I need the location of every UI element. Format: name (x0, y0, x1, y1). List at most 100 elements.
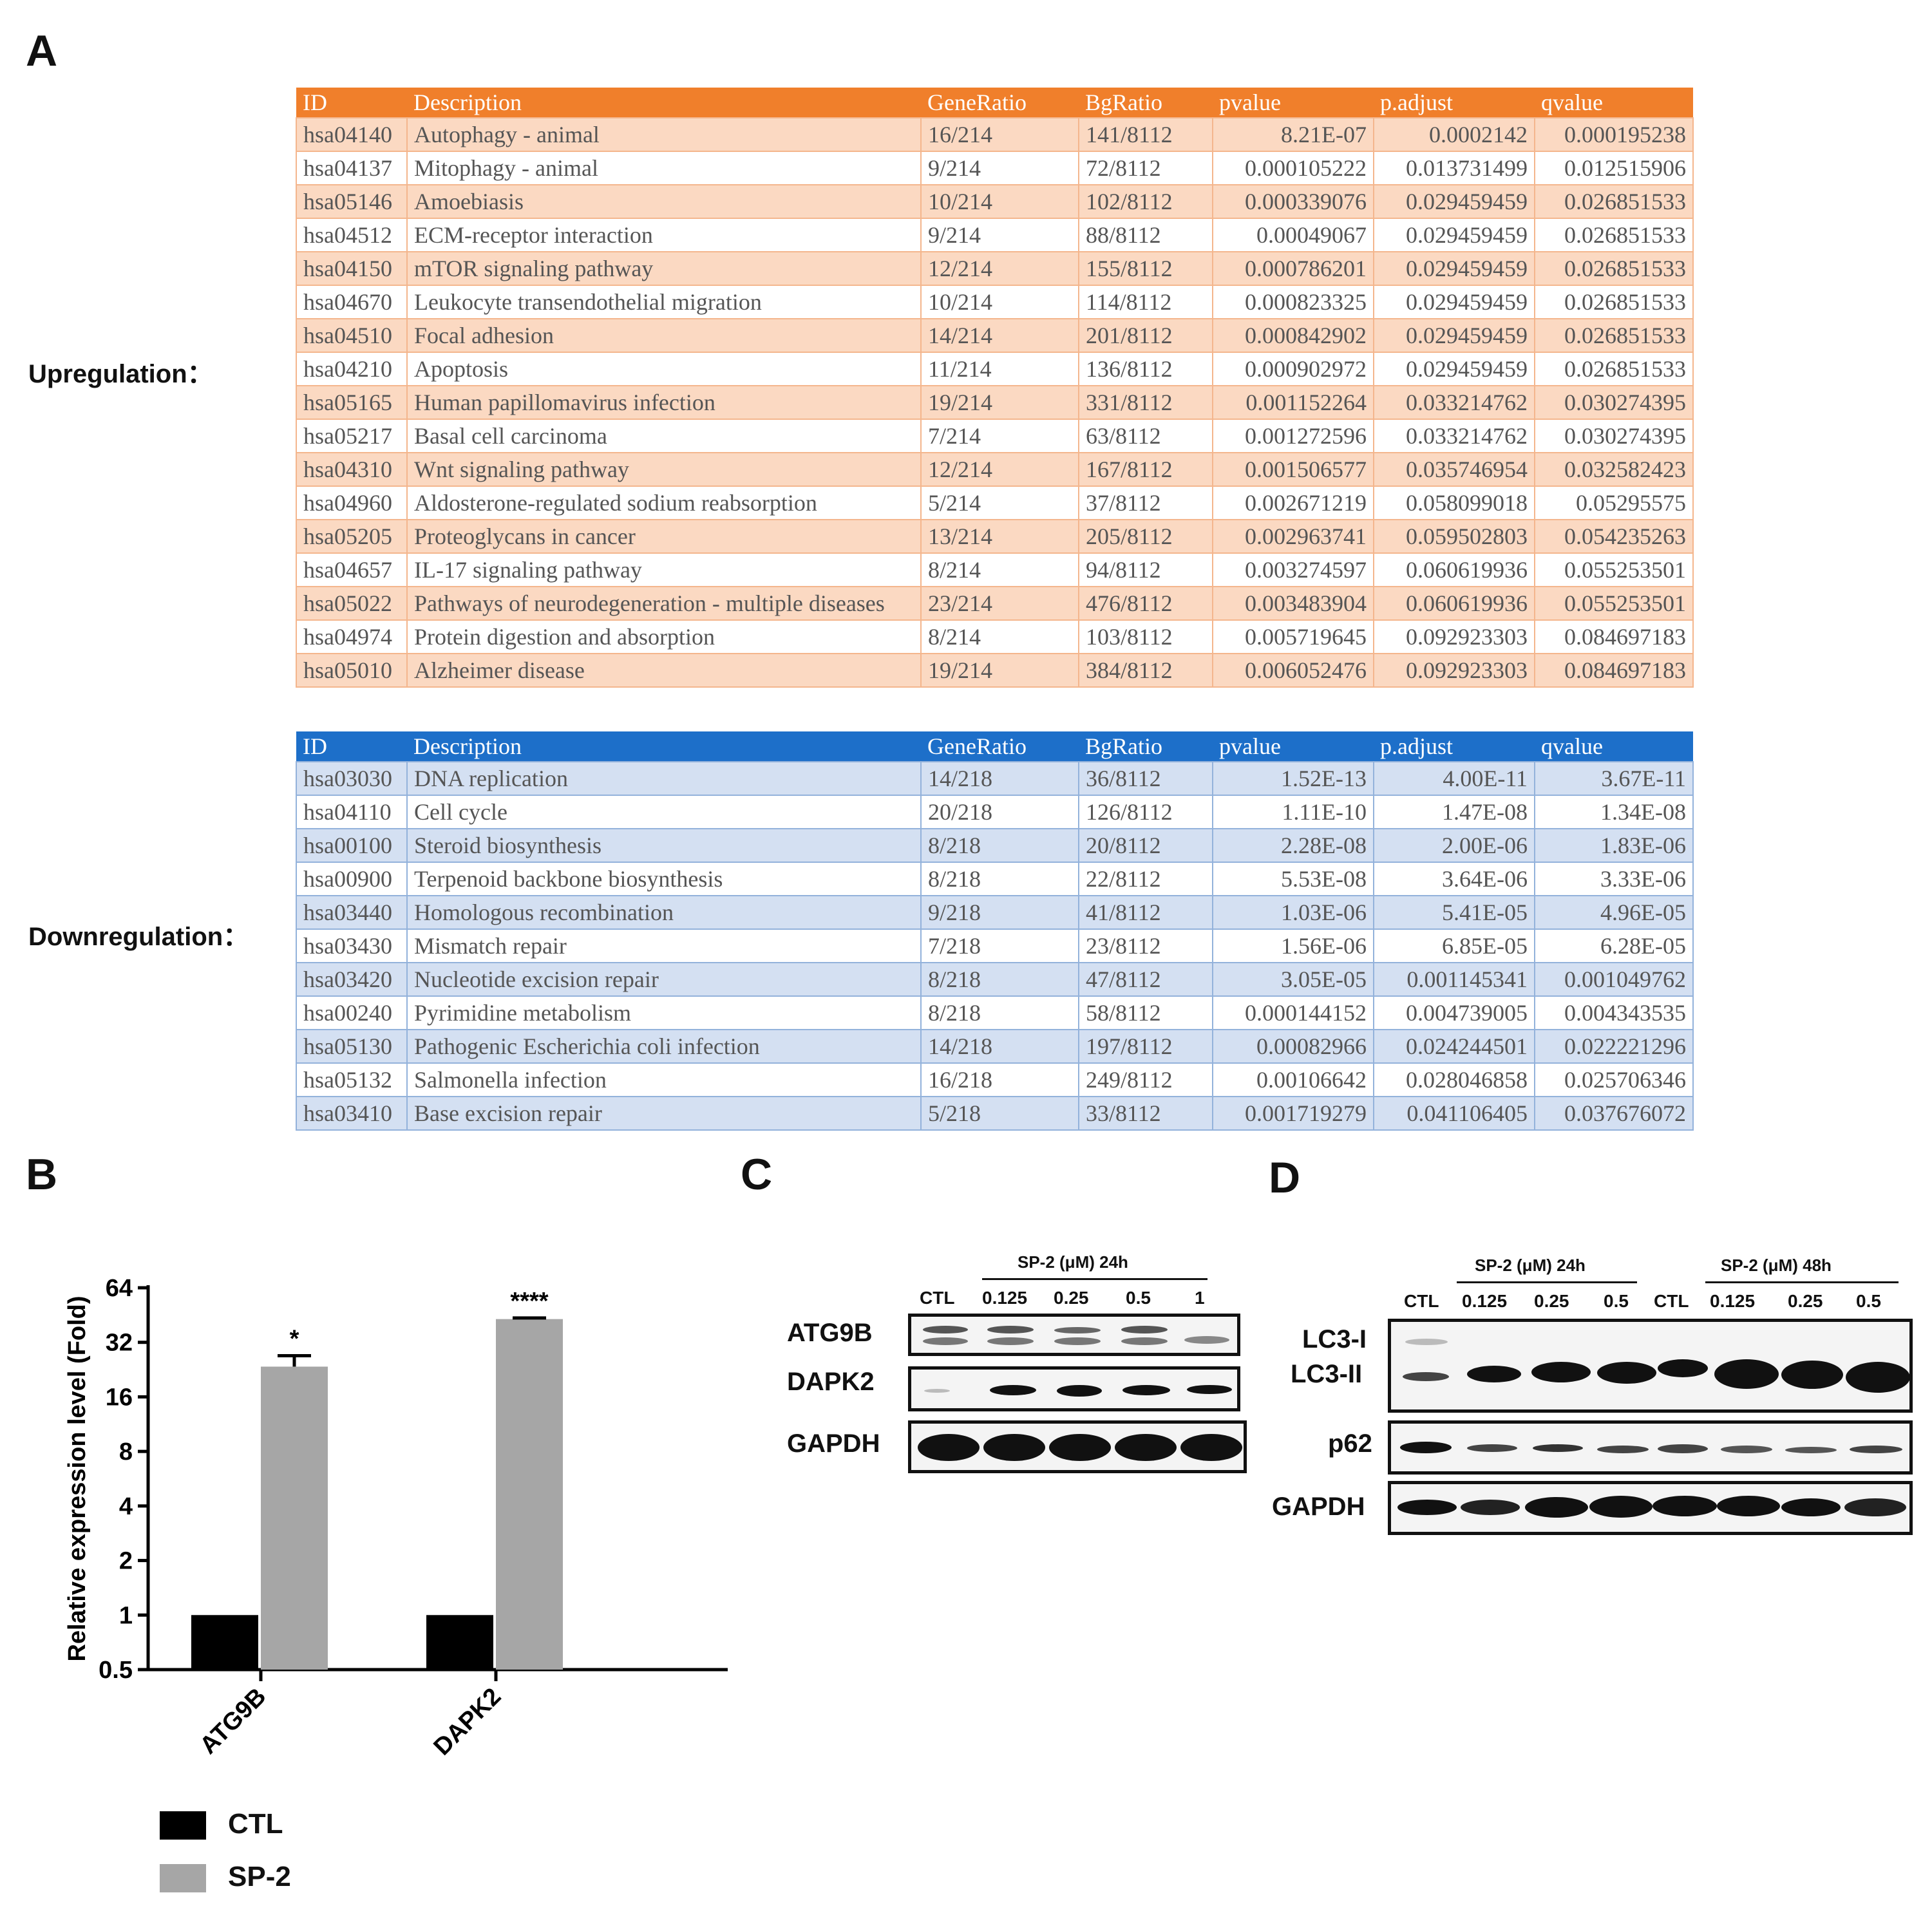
cell-id: hsa03420 (296, 962, 408, 997)
cell-description: Base excision repair (406, 1096, 922, 1131)
cell-pvalue: 3.05E-05 (1212, 962, 1374, 997)
cell-id: hsa03430 (296, 928, 408, 963)
cell-pvalue: 2.28E-08 (1212, 828, 1374, 863)
band (1658, 1359, 1708, 1377)
cell-description: Terpenoid backbone biosynthesis (406, 862, 922, 896)
cell-pvalue: 1.11E-10 (1212, 795, 1374, 829)
table-row: hsa04150 mTOR signaling pathway 12/214 155/… (296, 251, 1694, 286)
cell-id: hsa00240 (296, 995, 408, 1030)
table-row: hsa03410 Base excision repair 5/218 33/8112… (296, 1096, 1694, 1131)
cell-bg-ratio: 20/8112 (1078, 828, 1213, 863)
cell-gene-ratio: 16/218 (920, 1062, 1079, 1097)
downregulation-table: ID Description GeneRatio BgRatio pvalue p.adj… (296, 731, 1694, 1131)
cell-bg-ratio: 126/8112 (1078, 795, 1213, 829)
cell-id: hsa04140 (296, 117, 408, 152)
table-row: hsa04960 Aldosterone-regulated sodium rea… (296, 485, 1694, 520)
table-row: hsa04210 Apoptosis 11/214 136/8112 0.0009029… (296, 352, 1694, 386)
y-tick-label: 0.5 (99, 1657, 133, 1684)
band (1121, 1326, 1168, 1333)
table-row: hsa05010 Alzheimer disease 19/214 384/8112 0… (296, 653, 1694, 688)
cell-description: Homologous recombination (406, 895, 922, 930)
cell-id: hsa03030 (296, 761, 408, 796)
cell-id: hsa05146 (296, 184, 408, 219)
cell-gene-ratio: 8/218 (920, 995, 1079, 1030)
cell-bg-ratio: 41/8112 (1078, 895, 1213, 930)
blot-c-condition: SP-2 (μM) 24h (1018, 1252, 1128, 1272)
panel-label-d: D (1269, 1153, 1301, 1202)
blot-d-protein-gapdh: GAPDH (1272, 1493, 1365, 1521)
table-row: hsa03430 Mismatch repair 7/218 23/8112 1.56E… (296, 928, 1694, 963)
cell-bg-ratio: 331/8112 (1078, 385, 1213, 420)
cell-p-adjust: 0.029459459 (1373, 218, 1535, 252)
cell-p-adjust: 0.033214762 (1373, 385, 1535, 420)
band (1397, 1500, 1457, 1515)
cell-gene-ratio: 20/218 (920, 795, 1079, 829)
cell-bg-ratio: 384/8112 (1078, 653, 1213, 688)
cell-p-adjust: 0.029459459 (1373, 184, 1535, 219)
panel-label-b: B (26, 1150, 58, 1199)
cell-qvalue: 0.037676072 (1534, 1096, 1694, 1131)
cell-bg-ratio: 197/8112 (1078, 1029, 1213, 1064)
cell-gene-ratio: 7/214 (920, 419, 1079, 453)
cell-bg-ratio: 47/8112 (1078, 962, 1213, 997)
blot-c-gapdh-membrane (908, 1420, 1247, 1473)
header-qvalue: qvalue (1535, 88, 1693, 118)
cell-qvalue: 0.026851533 (1534, 285, 1694, 319)
cell-id: hsa04210 (296, 352, 408, 386)
band (1405, 1339, 1448, 1345)
cell-pvalue: 0.000823325 (1212, 285, 1374, 319)
cell-id: hsa05022 (296, 586, 408, 621)
cell-id: hsa04512 (296, 218, 408, 252)
blot-d-lc3-membrane (1388, 1319, 1913, 1413)
cell-p-adjust: 0.029459459 (1373, 318, 1535, 353)
cell-description: Alzheimer disease (406, 653, 922, 688)
cell-pvalue: 1.56E-06 (1212, 928, 1374, 963)
cell-description: Apoptosis (406, 352, 922, 386)
table-row: hsa05146 Amoebiasis 10/214 102/8112 0.000339… (296, 184, 1694, 219)
cell-gene-ratio: 11/214 (920, 352, 1079, 386)
band (1721, 1446, 1772, 1453)
cell-qvalue: 0.026851533 (1534, 318, 1694, 353)
legend-sp2: SP-2 (160, 1861, 291, 1893)
band (1122, 1385, 1170, 1395)
cell-id: hsa05010 (296, 653, 408, 688)
cell-pvalue: 0.000339076 (1212, 184, 1374, 219)
cell-pvalue: 5.53E-08 (1212, 862, 1374, 896)
cell-id: hsa04110 (296, 795, 408, 829)
cell-pvalue: 8.21E-07 (1212, 117, 1374, 152)
header-description: Description (407, 88, 921, 118)
band (1187, 1385, 1232, 1394)
cell-gene-ratio: 8/214 (920, 552, 1079, 587)
table-row: hsa04310 Wnt signaling pathway 12/214 167/8… (296, 452, 1694, 487)
band (990, 1385, 1036, 1395)
cell-gene-ratio: 8/214 (920, 619, 1079, 654)
cell-p-adjust: 0.013731499 (1373, 151, 1535, 185)
cell-gene-ratio: 12/214 (920, 251, 1079, 286)
blot-c-atg9b-membrane (908, 1314, 1240, 1356)
cell-pvalue: 0.000144152 (1212, 995, 1374, 1030)
blot-c-protein-atg9b: ATG9B (787, 1319, 873, 1347)
cell-qvalue: 0.026851533 (1534, 251, 1694, 286)
cell-bg-ratio: 476/8112 (1078, 586, 1213, 621)
cell-id: hsa05205 (296, 519, 408, 554)
band (983, 1434, 1045, 1461)
cell-description: Pathways of neurodegeneration - multiple… (406, 586, 922, 621)
band (1785, 1447, 1837, 1453)
table-row: hsa04110 Cell cycle 20/218 126/8112 1.11E-10… (296, 795, 1694, 829)
blot-d-lane: 0.5 (1856, 1291, 1881, 1311)
panel-label-a: A (26, 26, 58, 75)
table-row: hsa05217 Basal cell carcinoma 7/214 63/8112… (296, 419, 1694, 453)
cell-id: hsa05132 (296, 1062, 408, 1097)
band (1525, 1497, 1588, 1518)
legend-label-sp2: SP-2 (228, 1861, 291, 1892)
cell-description: DNA replication (406, 761, 922, 796)
cell-qvalue: 1.83E-06 (1534, 828, 1694, 863)
y-tick-label: 1 (119, 1602, 133, 1629)
cell-description: Protein digestion and absorption (406, 619, 922, 654)
cell-qvalue: 0.030274395 (1534, 419, 1694, 453)
cell-gene-ratio: 10/214 (920, 285, 1079, 319)
band (1531, 1362, 1591, 1382)
blot-c-protein-gapdh: GAPDH (787, 1429, 880, 1458)
y-tick-label: 4 (119, 1493, 133, 1520)
table-row: hsa03440 Homologous recombination 9/218 41/… (296, 895, 1694, 930)
